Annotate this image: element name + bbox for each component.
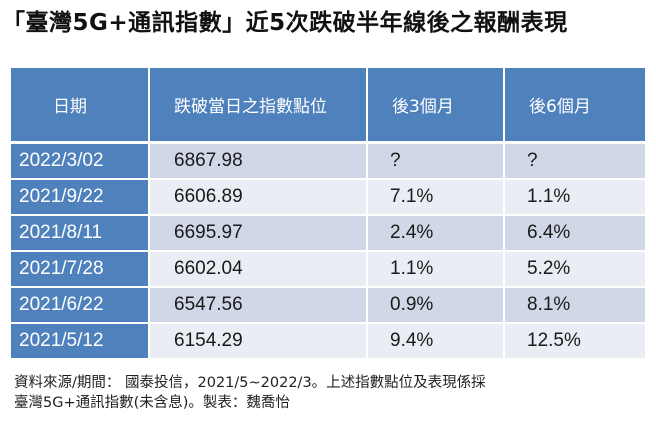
cell-date: 2021/6/22 [11,287,150,324]
header-index-level: 跌破當日之指數點位 [149,68,368,144]
cell-index: 6547.56 [149,287,368,324]
table-row: 2021/6/22 6547.56 0.9% 8.1% [11,287,645,324]
page-title: 「臺灣5G+通訊指數」近5次跌破半年線後之報酬表現 [2,10,568,36]
cell-index: 6867.98 [149,142,368,180]
table-row: 2021/5/12 6154.29 9.4% 12.5% [11,323,645,360]
returns-table: 日期 跌破當日之指數點位 後3個月 後6個月 2022/3/02 6867.98… [11,68,645,360]
cell-return-6m: 12.5% [504,323,645,360]
cell-return-6m: ? [504,142,645,180]
cell-date: 2021/5/12 [11,323,150,360]
cell-return-3m: 1.1% [367,251,505,288]
cell-date: 2021/8/11 [11,215,150,252]
cell-return-6m: 8.1% [504,287,645,324]
table-row: 2021/8/11 6695.97 2.4% 6.4% [11,215,645,252]
header-after-3-months: 後3個月 [367,68,505,144]
cell-index: 6695.97 [149,215,368,252]
header-after-6-months: 後6個月 [504,68,645,144]
cell-return-3m: 9.4% [367,323,505,360]
table-header-row: 日期 跌破當日之指數點位 後3個月 後6個月 [11,68,645,144]
cell-return-6m: 1.1% [504,179,645,216]
cell-index: 6154.29 [149,323,368,360]
table-row: 2022/3/02 6867.98 ? ? [11,142,645,180]
source-footnote: 資料來源/期間： 國泰投信，2021/5~2022/3。上述指數點位及表現係採 … [14,373,644,413]
header-date: 日期 [11,68,150,144]
cell-date: 2022/3/02 [11,142,150,180]
cell-return-6m: 5.2% [504,251,645,288]
cell-date: 2021/7/28 [11,251,150,288]
cell-return-3m: 0.9% [367,287,505,324]
cell-return-3m: 2.4% [367,215,505,252]
footnote-line-1: 資料來源/期間： 國泰投信，2021/5~2022/3。上述指數點位及表現係採 [14,375,486,391]
cell-date: 2021/9/22 [11,179,150,216]
cell-return-3m: ? [367,142,505,180]
cell-index: 6606.89 [149,179,368,216]
cell-return-6m: 6.4% [504,215,645,252]
cell-index: 6602.04 [149,251,368,288]
table-row: 2021/9/22 6606.89 7.1% 1.1% [11,179,645,216]
cell-return-3m: 7.1% [367,179,505,216]
footnote-line-2: 臺灣5G+通訊指數(未含息)。製表：魏喬怡 [14,395,290,411]
table-row: 2021/7/28 6602.04 1.1% 5.2% [11,251,645,288]
